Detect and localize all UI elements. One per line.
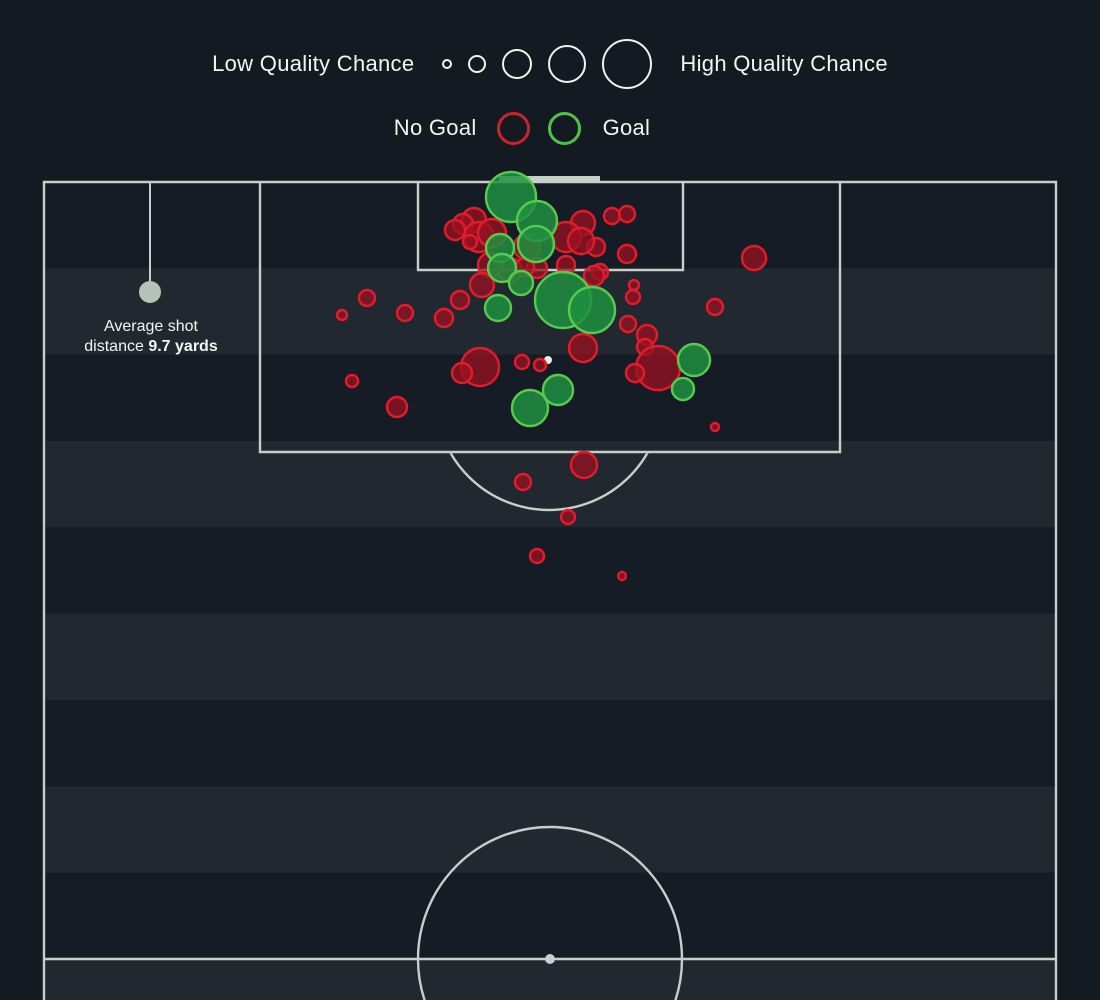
- average-distance-dot: [139, 281, 161, 303]
- shot-marker: [617, 204, 637, 224]
- shot-marker: [507, 269, 535, 297]
- shot-marker: [670, 376, 696, 402]
- pitch-stripe: [44, 872, 1056, 959]
- shot-marker: [602, 206, 622, 226]
- shot-markers: [335, 170, 768, 582]
- pitch-outline: [42, 180, 1058, 1000]
- average-distance-marker: [139, 182, 161, 303]
- shot-marker: [532, 357, 548, 373]
- shot-marker: [513, 472, 533, 492]
- shot-marker: [486, 252, 518, 284]
- penalty-arc: [449, 453, 649, 512]
- shot-marker: [582, 264, 606, 288]
- shot-marker: [385, 395, 409, 419]
- shot-marker: [344, 373, 360, 389]
- goal-label: Goal: [602, 115, 651, 140]
- quality-scale-circle-icon: [468, 55, 487, 73]
- shot-marker: [468, 271, 496, 299]
- no-goal-ring-icon: [496, 111, 530, 145]
- shot-marker: [395, 303, 415, 323]
- shot-marker: [357, 288, 377, 308]
- low-quality-label: Low Quality Chance: [212, 51, 415, 76]
- shot-marker: [624, 362, 646, 384]
- shot-marker: [567, 332, 599, 364]
- shot-marker: [433, 307, 455, 329]
- quality-scale-circle-icon: [602, 39, 653, 89]
- shot-marker: [740, 244, 768, 272]
- penalty-box: [258, 182, 842, 454]
- shot-marker: [541, 373, 575, 407]
- shot-marker: [676, 342, 712, 378]
- no-goal-label: No Goal: [393, 115, 477, 140]
- shot-marker: [450, 361, 474, 385]
- pitch-stripe: [44, 527, 1056, 614]
- shot-marker: [528, 547, 546, 565]
- pitch-stripes: [44, 182, 1056, 1000]
- shot-marker: [483, 293, 513, 323]
- shot-marker: [516, 224, 556, 264]
- shot-marker: [709, 421, 721, 433]
- quality-scale-circle-icon: [548, 45, 587, 83]
- shot-marker: [569, 450, 599, 480]
- pitch-stripe: [44, 959, 1056, 1000]
- shot-marker: [461, 233, 479, 251]
- quality-scale-circle-icon: [442, 59, 453, 69]
- shot-marker: [513, 353, 531, 371]
- shot-marker: [567, 285, 617, 335]
- shot-marker: [335, 308, 349, 322]
- shot-marker: [624, 288, 642, 306]
- quality-scale-circle-icon: [502, 49, 533, 79]
- high-quality-label: High Quality Chance: [680, 51, 888, 76]
- shot-marker: [616, 243, 638, 265]
- center-spot: [545, 954, 555, 964]
- pitch-lines: [42, 176, 1058, 1000]
- center-circle: [416, 825, 684, 1000]
- goal-bar: [499, 176, 600, 181]
- pitch-stripe: [44, 613, 1056, 700]
- shot-marker: [510, 388, 550, 428]
- goal-ring-icon: [547, 111, 581, 145]
- shot-marker: [618, 314, 638, 334]
- shot-marker: [705, 297, 725, 317]
- quality-scale-circles: [442, 39, 653, 89]
- average-distance-annotation: Average shot distance 9.7 yards: [40, 317, 262, 357]
- pitch-stripe: [44, 700, 1056, 787]
- annotation-line1: Average shot: [104, 318, 198, 335]
- shot-marker: [616, 570, 628, 582]
- shot-marker: [443, 218, 467, 242]
- annotation-line2: distance 9.7 yards: [84, 338, 218, 355]
- pitch-stripe: [44, 786, 1056, 873]
- outcome-legend: No Goal Goal: [0, 107, 1072, 149]
- goal-area: [416, 182, 685, 272]
- shot-marker: [559, 508, 577, 526]
- shot-marker: [449, 289, 471, 311]
- shot-marker: [627, 278, 641, 292]
- pitch-stripe: [44, 441, 1056, 528]
- quality-legend: Low Quality Chance High Quality Chance: [0, 38, 1100, 90]
- shot-marker: [566, 226, 596, 256]
